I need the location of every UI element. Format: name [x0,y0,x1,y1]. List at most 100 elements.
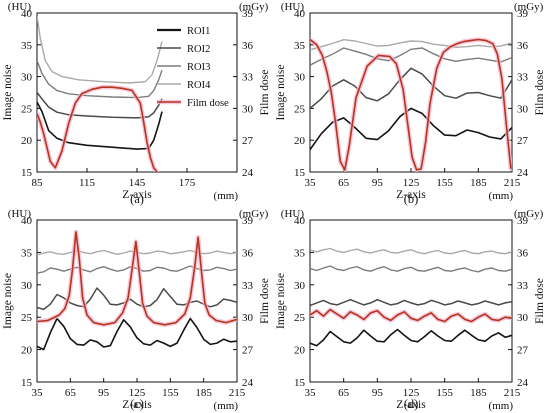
y2-tick-label: 39 [517,215,529,227]
y-tick-label: 35 [294,40,306,52]
panel-caption: (b) [404,192,419,206]
x-tick-label: 215 [229,387,246,399]
series-line-roi2 [310,298,512,307]
y-tick-label: 40 [21,8,33,20]
series-line-film-dose [310,38,512,171]
series-line-roi1 [37,101,163,150]
y-tick-label: 40 [294,8,306,20]
plot-area [310,37,512,172]
panel-caption: (c) [130,397,144,411]
series-line-film-dose [37,86,158,172]
x-unit-label: (mm) [214,190,239,202]
y-tick-label: 25 [294,312,306,324]
y-tick-label: 40 [21,215,33,227]
y-unit-label: (HU) [281,1,305,13]
series-line-roi3 [37,60,163,99]
y2-tick-label: 27 [517,135,529,147]
series-line-roi3 [310,47,512,66]
y2-tick-label: 39 [517,8,529,20]
plot-frame [309,219,513,383]
series-line-roi2 [37,92,163,119]
y-tick-label: 25 [21,103,33,115]
y-tick-label: 35 [21,247,33,259]
y2-tick-label: 36 [517,247,529,259]
series-line-roi4 [37,16,163,84]
y-tick-label: 35 [294,247,306,259]
y2-tick-label: 30 [517,103,529,115]
y-tick-label: 30 [294,72,306,84]
x-tick-label: 35 [305,177,317,189]
x-axis-title: Z-axis [396,189,426,201]
y2-axis-title: Film dose [534,70,546,116]
y2-axis-title: Film dose [259,70,271,116]
y2-tick-label: 27 [242,135,254,147]
x-tick-label: 215 [504,177,521,189]
y-tick-label: 20 [21,345,33,357]
x-tick-label: 35 [32,387,44,399]
x-tick-label: 95 [372,387,384,399]
y2-tick-label: 30 [242,103,254,115]
y-unit-label: (HU) [8,1,32,13]
plot-area [37,16,163,172]
y2-axis-title: Film dose [259,278,271,324]
x-tick-label: 95 [372,177,384,189]
y2-tick-label: 33 [517,72,529,84]
y-axis-title: Image noise [2,65,14,121]
y-tick-label: 25 [21,312,33,324]
x-unit-label: (mm) [489,190,514,202]
y-tick-label: 20 [21,135,33,147]
x-tick-label: 185 [195,387,212,399]
y2-tick-label: 36 [517,40,529,52]
y2-tick-label: 33 [517,280,529,292]
series-line-roi1 [310,328,512,347]
y-axis-title: Image noise [275,273,287,329]
series-line-film-dose [310,308,512,323]
legend-label-roi3: ROI3 [187,62,210,73]
y2-unit-label: (mGy) [239,1,269,13]
y2-tick-label: 36 [242,247,254,259]
panel-caption: (a) [130,192,144,206]
y-tick-label: 25 [294,103,306,115]
series-line-roi4 [310,247,512,255]
series-line-film-dose [37,231,237,326]
x-tick-label: 125 [403,387,420,399]
x-tick-label: 65 [338,177,350,189]
y2-tick-label: 24 [242,377,254,389]
x-tick-label: 155 [162,387,179,399]
y-axis-title: Image noise [275,65,287,121]
y-tick-label: 40 [294,215,306,227]
x-tick-label: 185 [470,387,487,399]
y2-tick-label: 33 [242,72,254,84]
y2-unit-label: (mGy) [239,208,269,220]
y-tick-label: 15 [21,377,33,389]
y2-tick-label: 36 [242,40,254,52]
y-tick-label: 15 [294,167,306,179]
x-axis-title: Z-axis [122,189,152,201]
legend-label-roi2: ROI2 [187,44,210,55]
x-tick-label: 115 [79,177,96,189]
x-tick-label: 175 [179,177,196,189]
legend-label-film-dose: Film dose [187,98,229,109]
x-unit-label: (mm) [214,400,239,412]
chart-panel-b: 15 20 25 30 35 40 24 27 30 33 36 39 35 65 95 125 155 185 2… [275,1,546,206]
y2-tick-label: 39 [242,215,254,227]
y2-tick-label: 24 [517,167,529,179]
y2-tick-label: 30 [242,312,254,324]
y-tick-label: 15 [21,167,33,179]
y2-tick-label: 33 [242,280,254,292]
x-axis-title: Z-axis [396,399,426,411]
y-tick-label: 30 [294,280,306,292]
x-tick-label: 65 [338,387,350,399]
x-tick-label: 155 [436,177,453,189]
x-tick-label: 95 [98,387,110,399]
y-tick-label: 15 [294,377,306,389]
x-tick-label: 145 [129,177,146,189]
y2-unit-label: (mGy) [514,1,544,13]
y2-tick-label: 24 [242,167,254,179]
y2-tick-label: 30 [517,312,529,324]
y-tick-label: 30 [21,280,33,292]
x-tick-label: 155 [436,387,453,399]
plot-area [37,229,237,351]
chart-panel-d: 15 20 25 30 35 40 24 27 30 33 36 39 35 65 95 125 155 185 2… [275,208,546,412]
plot-area [310,247,512,347]
